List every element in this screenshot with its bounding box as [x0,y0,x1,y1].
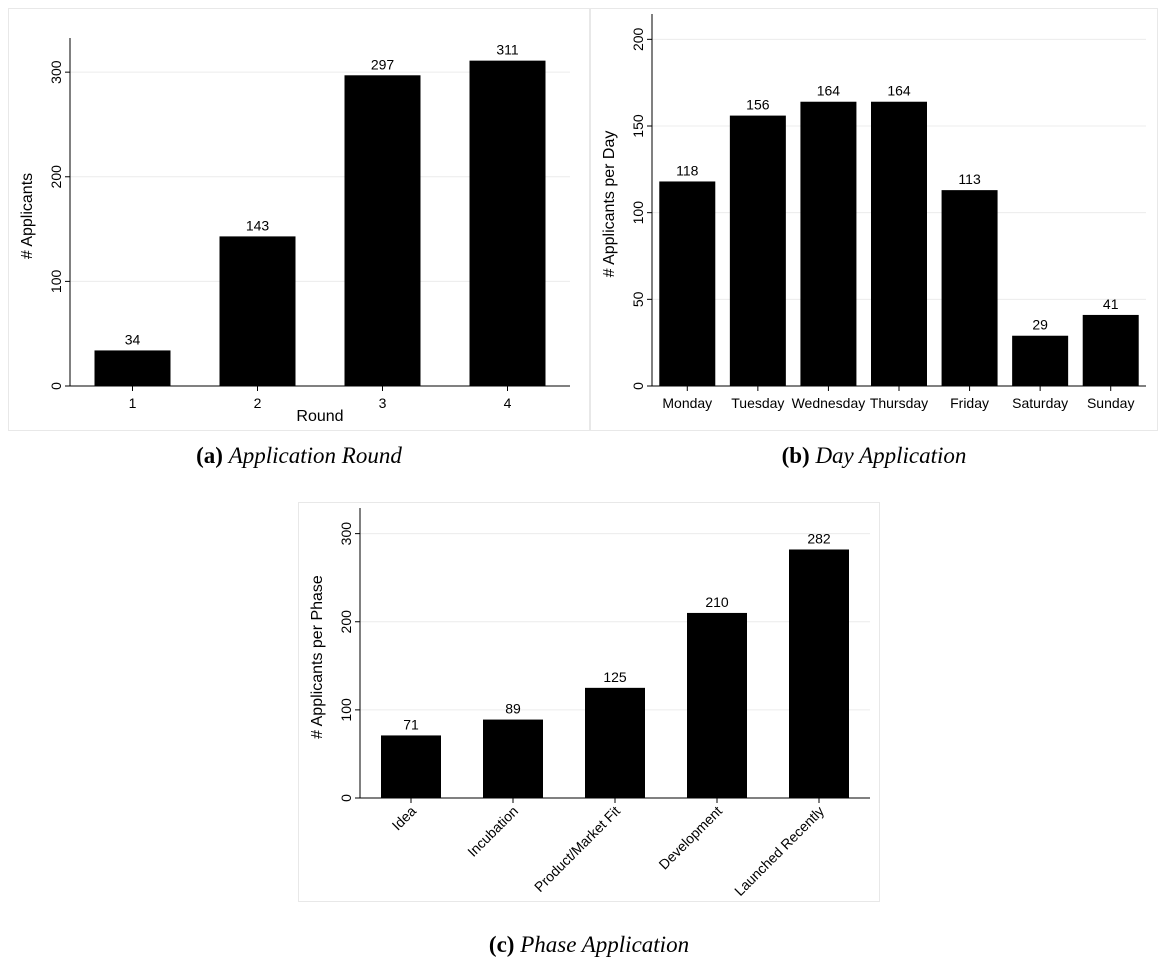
bar [344,75,421,387]
bar-value-label: 125 [603,669,627,685]
x-tick-label: 4 [504,395,512,411]
bar [729,115,786,386]
y-tick-label: 0 [48,382,64,390]
x-tick-label: Tuesday [731,395,784,411]
x-axis-title: Round [296,408,343,425]
bar-value-label: 164 [817,83,841,99]
bar-value-label: 113 [958,171,981,187]
caption-application-round: (a) Application Round [8,443,590,469]
x-tick-label: Wednesday [792,395,866,411]
bar [585,687,645,798]
y-tick-label: 0 [630,382,646,390]
bar [381,735,441,798]
y-axis-title: # Applicants per Phase [309,575,326,739]
bar-value-label: 297 [371,56,395,72]
x-tick-label: 1 [129,395,137,411]
bar-value-label: 41 [1103,296,1119,312]
chart-phase-application: 010020030071Idea89Incubation125Product/M… [298,502,880,902]
x-tick-label: 3 [379,395,387,411]
bar-value-label: 71 [403,716,419,732]
caption-day-application: (b) Day Application [590,443,1158,469]
chart-panel-day-application: 0 50 100 150 200 118 Monday 156 Tuesday 164 Wednes… [590,8,1158,431]
y-tick-label: 300 [338,522,354,546]
bar-value-label: 118 [676,162,699,178]
bar [469,60,546,387]
bar-value-label: 311 [496,42,519,58]
bar [871,101,927,386]
y-tick-label: 100 [48,269,64,293]
bar [941,190,998,386]
y-tick-label: 200 [48,165,64,189]
x-tick-label: Sunday [1087,395,1134,411]
x-tick-label: 2 [254,395,262,411]
caption-tag: (a) [196,443,223,468]
bar [1082,314,1139,386]
bar [483,719,543,798]
x-tick-label: Saturday [1012,395,1068,411]
bar-value-label: 89 [505,701,521,717]
bar-value-label: 164 [887,83,911,99]
x-tick-label: Monday [662,395,712,411]
y-tick-label: 300 [48,60,64,84]
bar [800,101,857,386]
y-axis-title: # Applicants per Day [601,131,618,278]
caption-text: Application Round [228,443,402,468]
y-tick-label: 0 [338,794,354,802]
y-tick-label: 150 [630,114,646,138]
y-tick-label: 100 [630,201,646,225]
x-tick-label: Friday [950,395,989,411]
bar-value-label: 34 [125,331,141,347]
y-tick-label: 200 [630,27,646,51]
bar [659,181,716,386]
bar-value-label: 156 [746,97,770,113]
caption-text: Day Application [815,443,967,468]
bar [1012,335,1069,386]
bar-value-label: 282 [807,530,831,546]
caption-tag: (b) [781,443,810,468]
bar [94,350,171,386]
bar [789,549,849,798]
y-tick-label: 200 [338,610,354,634]
bar [687,612,747,798]
x-tick-label: Thursday [870,395,928,411]
y-axis-title: # Applicants [19,173,36,259]
bar-value-label: 210 [705,594,729,610]
caption-text: Phase Application [520,932,690,957]
caption-phase-application: (c) Phase Application [298,932,880,958]
bar [219,236,296,386]
chart-day-application: 0 50 100 150 200 118 Monday 156 Tuesday 164 Wednes… [590,8,1158,431]
chart-panel-application-round: 0 100 200 300 34 1 143 2 297 3 311 4 # Applicants Rou… [8,8,590,431]
chart-panel-phase-application: 0 100 200 300 71 Idea 89 Incubation 125 Product/M… [298,502,880,902]
y-tick-label: 50 [630,291,646,307]
bar-value-label: 29 [1032,317,1048,333]
chart-application-round: 0 100 200 300 34 1 143 2 297 3 311 4 # Applicants Rou… [8,8,590,431]
y-tick-label: 100 [338,698,354,722]
caption-tag: (c) [488,932,515,957]
bar-value-label: 143 [246,217,270,233]
